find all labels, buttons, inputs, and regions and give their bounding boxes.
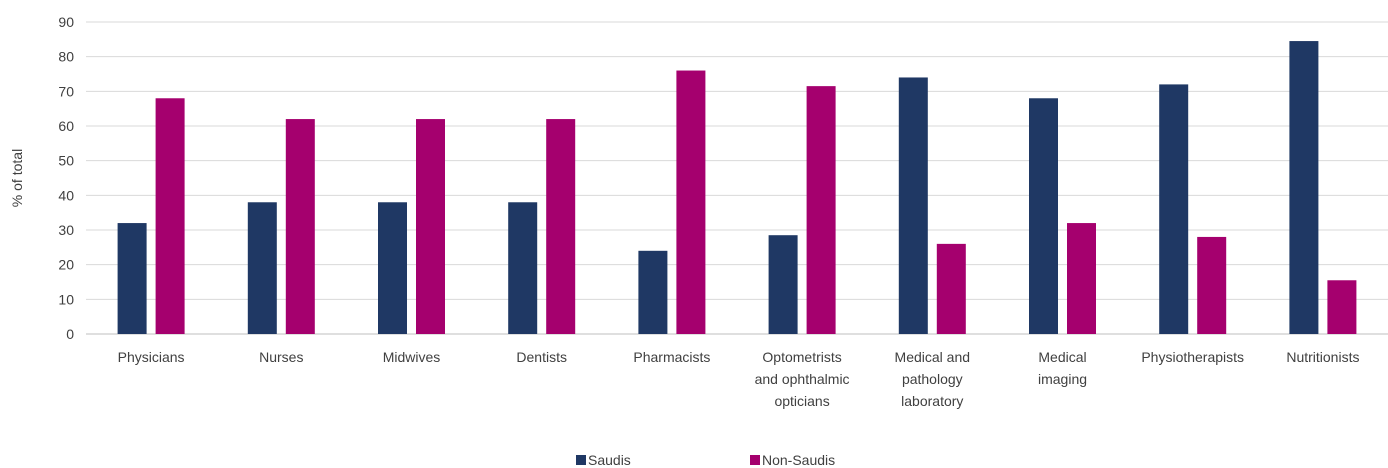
bar-non-saudis [936,243,966,334]
bar-saudis [1029,98,1058,335]
bar-saudis [898,77,928,334]
x-category-label: Pharmacists [633,349,710,365]
x-category-label: Optometrists and ophthalmic opticians [755,349,850,409]
bar-saudis [1159,84,1189,335]
y-tick-label: 0 [66,326,74,342]
legend-swatch [750,455,760,465]
y-tick-label: 50 [58,153,74,169]
x-category-label: Medical imaging [1038,349,1087,387]
x-category-label: Nutritionists [1286,349,1359,365]
bar-non-saudis [1197,236,1227,334]
x-category-label: Physiotherapists [1141,349,1244,365]
legend-label: Saudis [588,452,631,468]
y-tick-label: 20 [58,257,74,273]
x-category-label: Nurses [259,349,303,365]
bar-non-saudis [1327,280,1357,334]
bar-saudis [508,202,538,334]
x-category-label: Physicians [118,349,185,365]
x-category-label: Midwives [383,349,441,365]
y-tick-label: 10 [58,291,74,307]
bar-saudis [1289,41,1319,335]
bar-saudis [768,235,798,334]
bar-saudis [247,202,277,334]
gridlines [86,21,1388,335]
legend-item: Non-Saudis [750,452,835,468]
bar-saudis [378,202,407,334]
y-tick-label: 80 [58,49,74,65]
bar-non-saudis [285,119,315,334]
bar-saudis [638,250,668,334]
bar-non-saudis [416,119,445,334]
bar-non-saudis [806,86,836,334]
y-axis-label: % of total [9,149,25,207]
legend-swatch [576,455,586,465]
bar-non-saudis [155,98,185,335]
x-category-label: Medical and pathology laboratory [895,349,971,409]
legend: Saudis Non-Saudis [576,452,835,468]
y-tick-label: 70 [58,83,74,99]
x-category-label: Dentists [516,349,567,365]
y-tick-label: 90 [58,14,74,30]
y-axis-ticks: 0 10 20 30 40 50 60 70 80 90 [58,14,74,342]
bar-non-saudis [676,70,706,335]
bar-saudis [117,223,147,334]
bars [117,41,1357,335]
y-tick-label: 40 [58,187,74,203]
legend-label: Non-Saudis [762,452,835,468]
y-tick-label: 60 [58,118,74,134]
x-axis-categories: Physicians Nurses Midwives Dentists Pharmaci… [118,349,1360,409]
legend-item: Saudis [576,452,631,468]
bar-non-saudis [1067,223,1096,334]
y-tick-label: 30 [58,222,74,238]
bar-non-saudis [546,119,576,334]
